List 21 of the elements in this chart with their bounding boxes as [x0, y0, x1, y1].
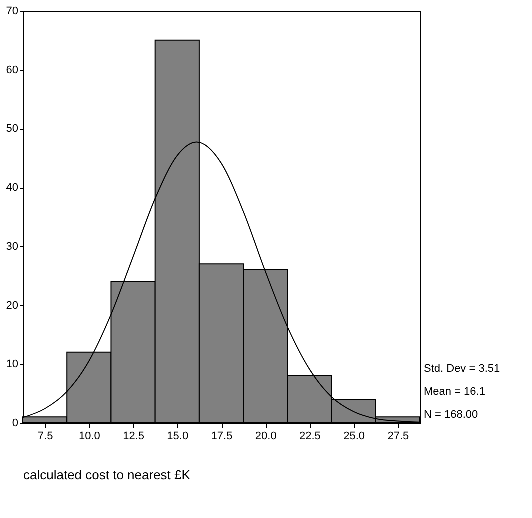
- x-tick-label: 15.0: [167, 430, 189, 442]
- y-tick-label: 10: [6, 358, 18, 371]
- y-tick-label: 60: [6, 64, 18, 76]
- x-tick-label: 22.5: [300, 430, 321, 442]
- text: N = 168.00: [424, 409, 478, 421]
- y-tick-label: 40: [6, 182, 18, 194]
- text: Mean = 16.1: [424, 386, 486, 398]
- x-tick-label: 12.5: [123, 430, 144, 442]
- y-tick-label: 20: [6, 300, 18, 312]
- x-tick-label: 7.5: [38, 430, 54, 442]
- y-tick-label: 70: [6, 6, 18, 18]
- y-tick-label: 50: [6, 123, 18, 136]
- x-tick-label: 20.0: [255, 430, 277, 442]
- x-tick-label: 27.5: [388, 430, 410, 442]
- x-tick-label: 25.0: [344, 430, 366, 442]
- y-tick-label: 30: [6, 240, 18, 253]
- x-tick-label: 10.0: [78, 430, 100, 442]
- x-tick-label: 17.5: [211, 430, 233, 442]
- text: Std. Dev = 3.51: [424, 363, 500, 375]
- x-axis-title: calculated cost to nearest £K: [24, 468, 191, 482]
- y-tick-label: 0: [12, 418, 18, 430]
